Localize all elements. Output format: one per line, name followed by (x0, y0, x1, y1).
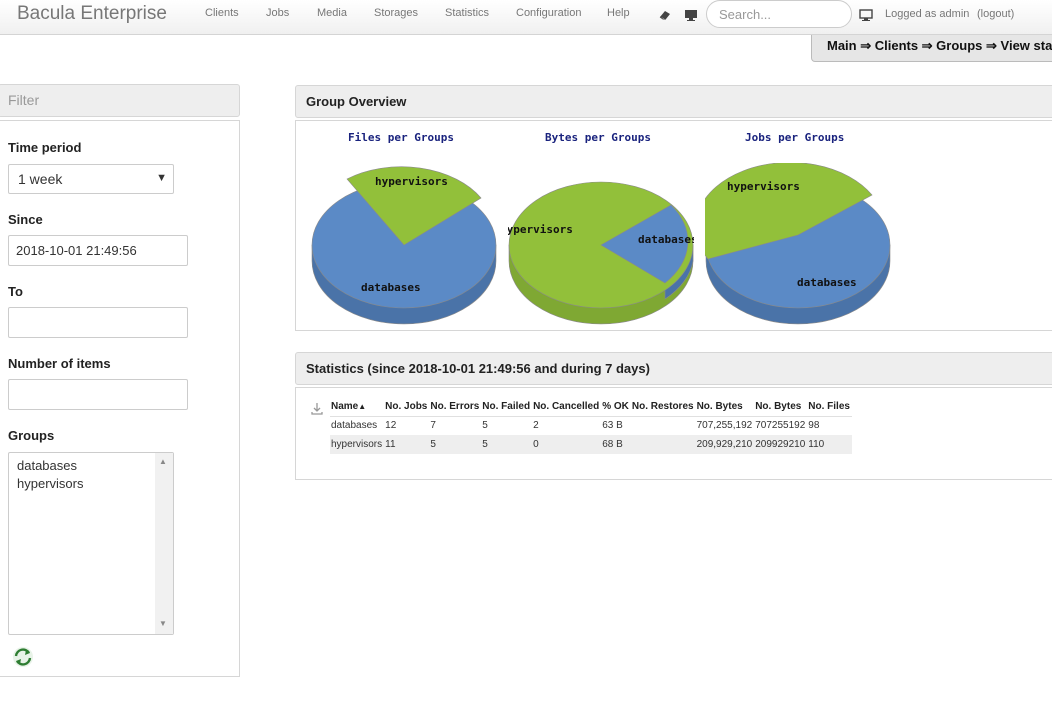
groups-label: Groups (8, 428, 55, 443)
pie-slice-hypervisors (705, 163, 873, 260)
group-option-hypervisors[interactable]: hypervisors (17, 476, 84, 491)
col-no-cancelled[interactable]: No. Cancelled (532, 397, 602, 417)
time-period-label: Time period (8, 140, 82, 155)
nav-statistics[interactable]: Statistics (445, 7, 490, 19)
nav-jobs[interactable]: Jobs (266, 7, 290, 19)
scroll-up-icon[interactable]: ▲ (159, 457, 167, 466)
filter-header: Filter (0, 84, 240, 117)
cell-files: 110 (807, 435, 852, 454)
number-of-items-label: Number of items (8, 356, 111, 371)
chevron-down-icon: ▼ (156, 172, 167, 184)
cell-failed: 5 (481, 435, 533, 454)
cell-failed: 5 (482, 420, 488, 432)
top-navbar: Bacula Enterprise Clients Jobs Media Sto… (0, 0, 1052, 35)
logout-link[interactable]: (logout) (977, 8, 1015, 20)
pie-label-databases: databases (797, 276, 857, 289)
time-period-value: 1 week (18, 171, 63, 187)
cell-restores (631, 416, 696, 435)
cell-bytes-raw: 707255192 (755, 420, 806, 432)
chart-title-bytes: Bytes per Groups (545, 131, 651, 144)
group-overview-header: Group Overview (295, 85, 1052, 118)
cell-jobs: 12 (385, 420, 397, 432)
monitor-icon[interactable] (684, 8, 698, 22)
time-period-select[interactable]: 1 week ▼ (8, 164, 174, 194)
col-no-restores[interactable]: No. Restores (630, 397, 696, 417)
col-no-bytes[interactable]: No. Bytes (695, 397, 755, 417)
pie-label-databases: databases (361, 281, 421, 294)
cell-bytes: 707,255,192 (696, 420, 753, 432)
nav-storages[interactable]: Storages (374, 7, 419, 19)
col-no-errors[interactable]: No. Errors (429, 397, 482, 417)
pie-files-per-groups: hypervisors databases (311, 166, 497, 325)
cell-bytes-raw: 209929210 (754, 435, 808, 454)
statistics-table: Name▲ No. Jobs No. Errors No. Failed No.… (330, 397, 852, 454)
listbox-scrollbar[interactable]: ▲ ▼ (155, 453, 173, 634)
since-input[interactable] (8, 235, 188, 266)
cell-name[interactable]: databases (331, 420, 378, 432)
cell-pct-ok: 68 B (601, 435, 631, 454)
pie-slice-hypervisors (346, 166, 482, 246)
pie-label-hypervisors: hypervisors (727, 180, 800, 193)
col-no-bytes-raw[interactable]: No. Bytes (754, 397, 808, 417)
pie-slice-databases (600, 204, 689, 284)
export-icon[interactable] (310, 402, 324, 416)
nav-clients[interactable]: Clients (205, 7, 239, 19)
logged-in-user: Logged as admin (885, 8, 970, 20)
sort-asc-icon: ▲ (358, 401, 367, 411)
cell-restores (630, 435, 696, 454)
to-input[interactable] (8, 307, 188, 338)
pie-label-hypervisors: hypervisors (508, 223, 573, 236)
to-label: To (8, 284, 23, 299)
cell-cancelled: 2 (533, 420, 539, 432)
col-pct-ok[interactable]: % OK (601, 397, 631, 417)
nav-media[interactable]: Media (317, 7, 347, 19)
number-of-items-input[interactable] (8, 379, 188, 410)
nav-configuration[interactable]: Configuration (516, 7, 582, 19)
refresh-icon[interactable] (11, 645, 35, 669)
eraser-icon[interactable] (658, 8, 672, 22)
col-no-failed[interactable]: No. Failed (481, 397, 533, 417)
breadcrumb[interactable]: Main ⇒ Clients ⇒ Groups ⇒ View stats (811, 35, 1052, 62)
pie-jobs-per-groups: hypervisors databases (705, 163, 891, 325)
cell-files: 98 (808, 420, 820, 432)
cell-cancelled: 0 (532, 435, 602, 454)
pie-label-databases: databases (638, 233, 694, 246)
pie-bytes-per-groups: hypervisors databases (508, 181, 694, 325)
brand-title[interactable]: Bacula Enterprise (17, 3, 167, 24)
table-row: databases 12 7 5 2 63 B 707,255,192 7072… (330, 416, 852, 435)
cell-pct-ok: 63 B (602, 420, 623, 432)
console-icon[interactable] (859, 8, 873, 22)
chart-title-jobs: Jobs per Groups (745, 131, 845, 144)
col-no-files[interactable]: No. Files (807, 397, 852, 417)
statistics-header: Statistics (since 2018-10-01 21:49:56 an… (295, 352, 1052, 385)
nav-help[interactable]: Help (607, 7, 630, 19)
col-name[interactable]: Name▲ (330, 397, 385, 417)
search-input[interactable] (706, 0, 852, 28)
cell-bytes: 209,929,210 (695, 435, 755, 454)
chart-title-files: Files per Groups (348, 131, 454, 144)
since-label: Since (8, 212, 43, 227)
cell-errors: 7 (430, 420, 436, 432)
cell-errors: 5 (429, 435, 482, 454)
table-row: hypervisors 11 5 5 0 68 B 209,929,210 20… (330, 435, 852, 454)
table-header-row: Name▲ No. Jobs No. Errors No. Failed No.… (330, 397, 852, 417)
col-no-jobs[interactable]: No. Jobs (384, 397, 430, 417)
pie-label-hypervisors: hypervisors (375, 175, 448, 188)
cell-jobs: 11 (384, 435, 430, 454)
cell-name[interactable]: hypervisors (330, 435, 385, 454)
group-option-databases[interactable]: databases (17, 458, 77, 473)
groups-listbox[interactable]: databases hypervisors ▲ ▼ (8, 452, 174, 635)
scroll-down-icon[interactable]: ▼ (159, 619, 167, 628)
